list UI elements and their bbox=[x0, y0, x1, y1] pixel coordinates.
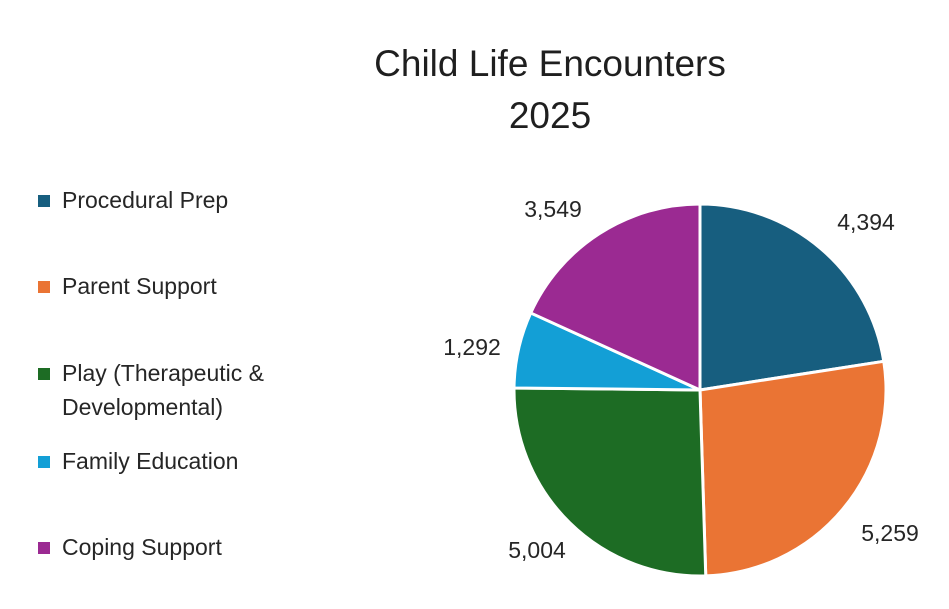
data-label-procedural-prep: 4,394 bbox=[837, 209, 895, 235]
data-label-family-education: 1,292 bbox=[443, 334, 501, 360]
data-label-coping-support: 3,549 bbox=[524, 196, 582, 222]
legend-swatch bbox=[38, 456, 50, 468]
slice-parent-support bbox=[698, 359, 888, 578]
legend-item-procedural-prep: Procedural Prep bbox=[38, 183, 312, 217]
legend-swatch bbox=[38, 542, 50, 554]
chart-title: Child Life Encounters bbox=[374, 43, 726, 84]
legend-label: Coping Support bbox=[62, 534, 222, 560]
legend-label: Family Education bbox=[62, 448, 239, 474]
legend-item-coping-support: Coping Support bbox=[38, 530, 312, 564]
data-label-play: 5,004 bbox=[508, 537, 566, 563]
legend-label: Procedural Prep bbox=[62, 187, 229, 213]
data-label-parent-support: 5,259 bbox=[861, 520, 919, 546]
legend-label: Parent Support bbox=[62, 273, 217, 299]
slice-procedural-prep bbox=[698, 202, 886, 392]
chart-subtitle: 2025 bbox=[508, 95, 592, 136]
legend-label: Play (Therapeutic & Developmental) bbox=[62, 360, 264, 420]
chart-title-block: Child Life Encounters 2025 bbox=[330, 38, 770, 142]
legend-item-play: Play (Therapeutic & Developmental) bbox=[38, 356, 312, 424]
slice-play bbox=[512, 386, 708, 578]
legend-swatch bbox=[38, 368, 50, 380]
legend-item-parent-support: Parent Support bbox=[38, 269, 312, 303]
legend-swatch bbox=[38, 281, 50, 293]
legend-swatch bbox=[38, 195, 50, 207]
slice-coping-support bbox=[529, 202, 702, 392]
legend-item-family-education: Family Education bbox=[38, 444, 312, 478]
